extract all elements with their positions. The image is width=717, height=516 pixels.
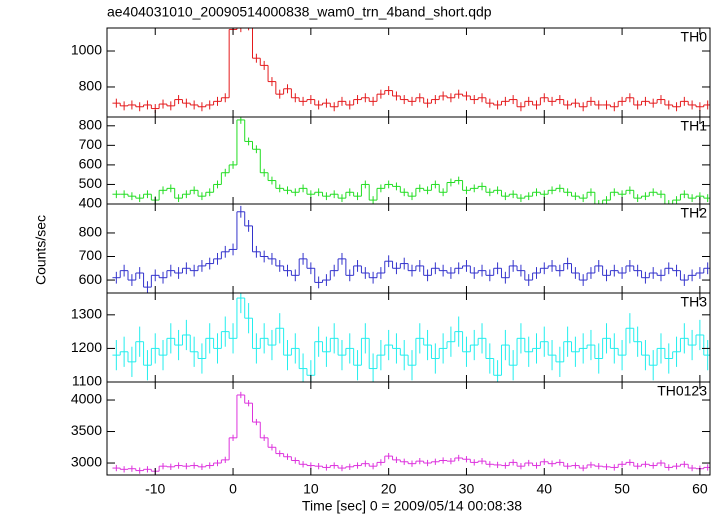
panel-label: TH0123 (657, 383, 707, 399)
y-axis-label: Counts/sec (33, 215, 49, 285)
y-tick-label: 800 (79, 224, 103, 240)
y-tick-label: 3500 (71, 422, 102, 438)
panel-frame (106, 203, 711, 294)
panel-label: TH0 (681, 29, 708, 45)
panel-frame (106, 116, 711, 205)
x-tick-label: 10 (303, 481, 319, 497)
panel-label: TH1 (681, 118, 708, 134)
y-tick-label: 3000 (71, 454, 102, 470)
y-tick-label: 500 (79, 175, 103, 191)
y-tick-label: 4000 (71, 391, 102, 407)
x-tick-label: 30 (459, 481, 475, 497)
chart-title: ae404031010_20090514000838_wam0_trn_4ban… (107, 4, 492, 20)
x-tick-label: 0 (229, 481, 237, 497)
panel-frame (106, 27, 711, 118)
panel-label: TH3 (681, 294, 708, 310)
y-tick-label: 700 (79, 136, 103, 152)
y-tick-label: 400 (79, 195, 103, 211)
panel-label: TH2 (681, 205, 708, 221)
panel-frame (106, 292, 711, 383)
y-tick-label: 1200 (71, 339, 102, 355)
y-tick-label: 1100 (72, 373, 102, 389)
x-tick-label: 60 (692, 481, 708, 497)
x-axis-label: Time [sec] 0 = 2009/05/14 00:08:38 (302, 498, 522, 514)
x-tick-label: 50 (614, 481, 630, 497)
x-tick-label: 40 (536, 481, 552, 497)
panel-frame (106, 381, 711, 476)
y-tick-label: 700 (79, 247, 103, 263)
x-tick-label: 20 (381, 481, 397, 497)
y-tick-label: 800 (79, 78, 103, 94)
x-tick-label: -10 (145, 481, 165, 497)
y-tick-label: 800 (79, 117, 103, 133)
y-tick-label: 600 (79, 271, 103, 287)
y-tick-label: 1000 (71, 42, 102, 58)
y-tick-label: 1300 (71, 306, 102, 322)
y-tick-label: 600 (79, 156, 103, 172)
